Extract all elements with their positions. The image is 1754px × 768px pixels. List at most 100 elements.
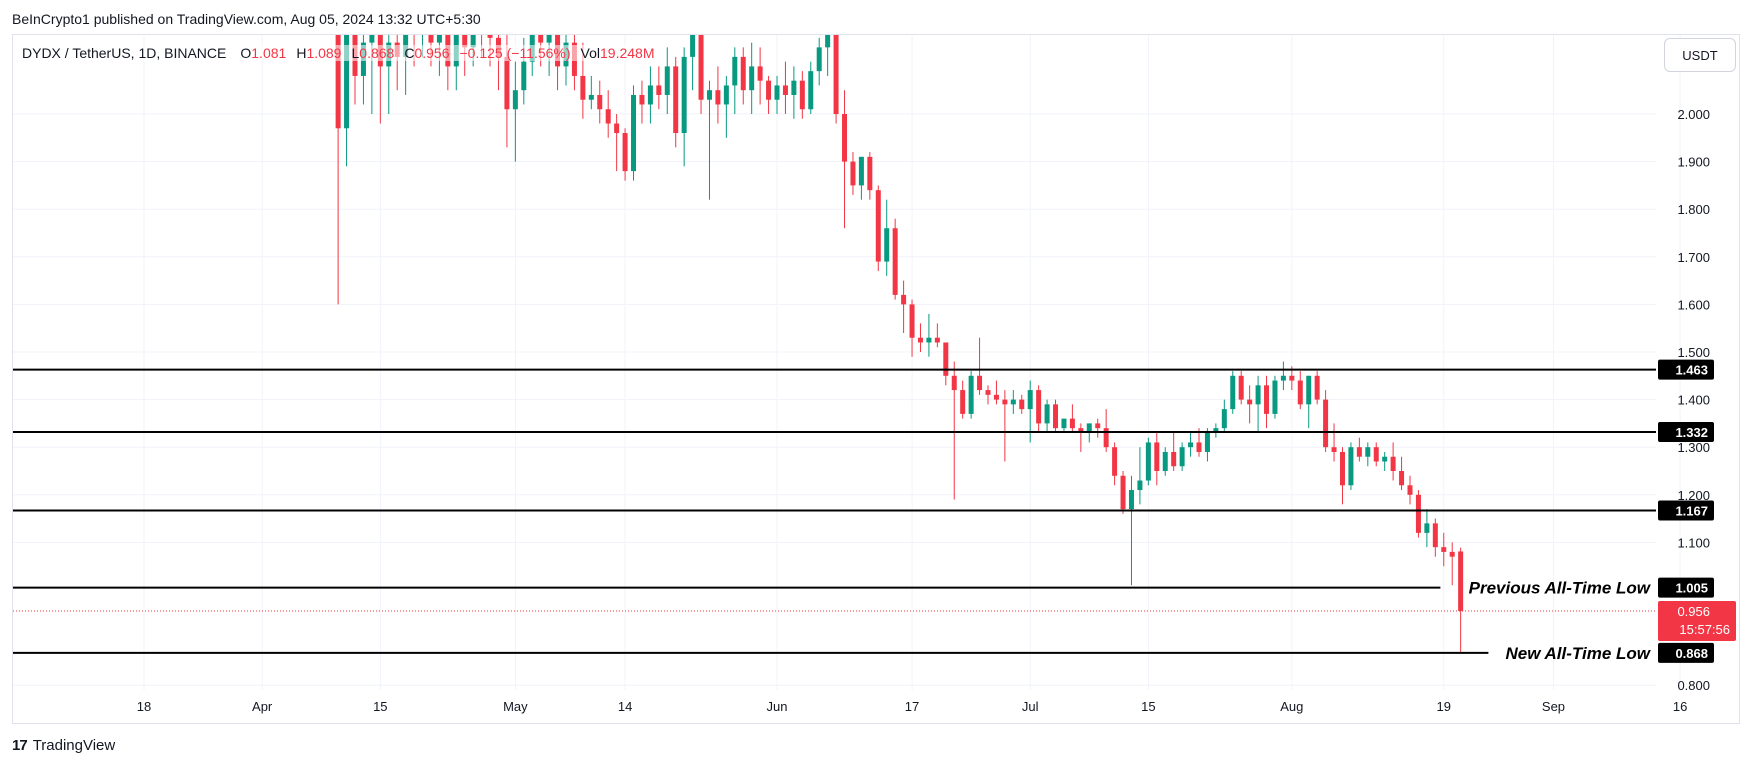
candle-up bbox=[774, 85, 780, 100]
candle-down bbox=[614, 123, 620, 134]
y-tick-label: 1.100 bbox=[1677, 535, 1710, 550]
candle-down bbox=[901, 294, 907, 305]
candle-down bbox=[799, 80, 805, 110]
candle-up bbox=[1010, 399, 1016, 405]
candle-down bbox=[867, 156, 873, 191]
candle-down bbox=[580, 75, 586, 100]
candle-down bbox=[504, 56, 510, 110]
y-tick-label: 1.500 bbox=[1677, 345, 1710, 360]
candle-up bbox=[647, 85, 653, 105]
candle-up bbox=[1179, 447, 1185, 467]
level-price-tag bbox=[1658, 421, 1714, 442]
candle-down bbox=[951, 375, 957, 391]
candle-down bbox=[1103, 428, 1109, 448]
candle-down bbox=[1238, 375, 1244, 400]
candle-up bbox=[968, 375, 974, 414]
chart-frame[interactable] bbox=[12, 34, 1740, 724]
candle-down bbox=[1323, 399, 1329, 448]
legend-high-label: H bbox=[296, 45, 307, 61]
candle-up bbox=[470, 35, 476, 48]
y-tick-label: 0.800 bbox=[1677, 678, 1710, 693]
candle-up bbox=[825, 35, 831, 48]
legend-vol-value: 19.248M bbox=[600, 45, 655, 61]
current-price-countdown: 15:57:56 bbox=[1679, 622, 1730, 637]
candle-down bbox=[639, 94, 645, 105]
y-tick-label: 1.400 bbox=[1677, 393, 1710, 408]
candle-up bbox=[664, 66, 670, 95]
candle-down bbox=[462, 35, 468, 48]
x-tick-label: 14 bbox=[618, 699, 632, 714]
candle-down bbox=[605, 109, 611, 124]
axes: 2.000 1.900 1.800 1.700 1.600 1.500 1.400 1.300… bbox=[137, 107, 1710, 714]
x-tick-label: Apr bbox=[252, 699, 273, 714]
level-price-tag bbox=[1658, 500, 1714, 521]
candle-up bbox=[749, 66, 755, 91]
currency-button[interactable]: USDT bbox=[1664, 38, 1736, 72]
y-tick-label: 2.000 bbox=[1677, 107, 1710, 122]
x-tick-label: Jul bbox=[1022, 699, 1039, 714]
candle-up bbox=[1306, 375, 1312, 405]
candle-up bbox=[420, 9, 425, 28]
candle-down bbox=[1120, 475, 1126, 510]
candle-down bbox=[1415, 494, 1421, 533]
footer-brand[interactable]: 17 TradingView bbox=[12, 737, 115, 754]
legend-open-value: 1.081 bbox=[251, 45, 287, 61]
candle-up bbox=[791, 80, 797, 95]
candle-up bbox=[588, 94, 594, 100]
candle-down bbox=[740, 56, 746, 91]
legend-low-value: 0.868 bbox=[359, 45, 395, 61]
candle-up bbox=[1230, 375, 1236, 410]
candle-down bbox=[909, 304, 915, 338]
candle-down bbox=[1399, 471, 1405, 486]
x-tick-label: Sep bbox=[1542, 699, 1565, 714]
candle-down bbox=[1339, 451, 1345, 486]
candle-up bbox=[706, 90, 712, 100]
candle-down bbox=[335, 35, 341, 129]
x-tick-label: 15 bbox=[373, 699, 387, 714]
candle-up bbox=[546, 35, 552, 43]
legend-close-value: 0.956 bbox=[414, 45, 450, 61]
candle-up bbox=[858, 156, 864, 186]
y-tick-label: 1.200 bbox=[1677, 488, 1710, 503]
candle-down bbox=[1019, 399, 1025, 410]
candle-down bbox=[1196, 442, 1202, 452]
level-price-label: 1.463 bbox=[1675, 363, 1708, 378]
candle-down bbox=[842, 114, 848, 162]
candle-up bbox=[1272, 380, 1278, 414]
level-price-tag bbox=[1658, 359, 1714, 380]
level-price-tag bbox=[1658, 577, 1714, 598]
candle-down bbox=[1432, 523, 1438, 548]
candle-up bbox=[1365, 447, 1371, 457]
candle-up bbox=[816, 47, 822, 72]
candle-down bbox=[412, 19, 417, 29]
candle-down bbox=[833, 35, 839, 114]
horizontal-levels: 0.956 15:57:56 1.463 1.332 1.167 Previous All… bbox=[13, 359, 1736, 663]
level-price-tag bbox=[1658, 642, 1714, 663]
candle-up bbox=[1137, 480, 1143, 491]
candle-up bbox=[1027, 390, 1033, 410]
candle-up bbox=[369, 35, 375, 43]
candle-down bbox=[960, 390, 966, 414]
candle-down bbox=[1002, 399, 1008, 405]
candle-down bbox=[538, 35, 544, 43]
candle-down bbox=[892, 228, 898, 295]
current-price-tag bbox=[1658, 600, 1736, 641]
candle-up bbox=[732, 56, 738, 86]
candle-up bbox=[884, 228, 890, 262]
current-price-label: 0.956 bbox=[1677, 604, 1710, 619]
candle-down bbox=[1441, 547, 1447, 552]
level-price-label: 0.868 bbox=[1675, 646, 1708, 661]
candle-up bbox=[1188, 442, 1194, 448]
candle-down bbox=[1390, 456, 1396, 471]
candle-down bbox=[943, 342, 949, 376]
legend-close-label: C bbox=[404, 45, 415, 61]
candle-down bbox=[1356, 447, 1362, 457]
grid-lines bbox=[13, 35, 1681, 690]
candle-up bbox=[1280, 375, 1286, 381]
candle-up bbox=[690, 35, 696, 57]
candle-down bbox=[1053, 404, 1059, 429]
candle-down bbox=[1289, 375, 1295, 381]
candle-down bbox=[428, 35, 434, 43]
candle-down bbox=[1458, 551, 1464, 611]
